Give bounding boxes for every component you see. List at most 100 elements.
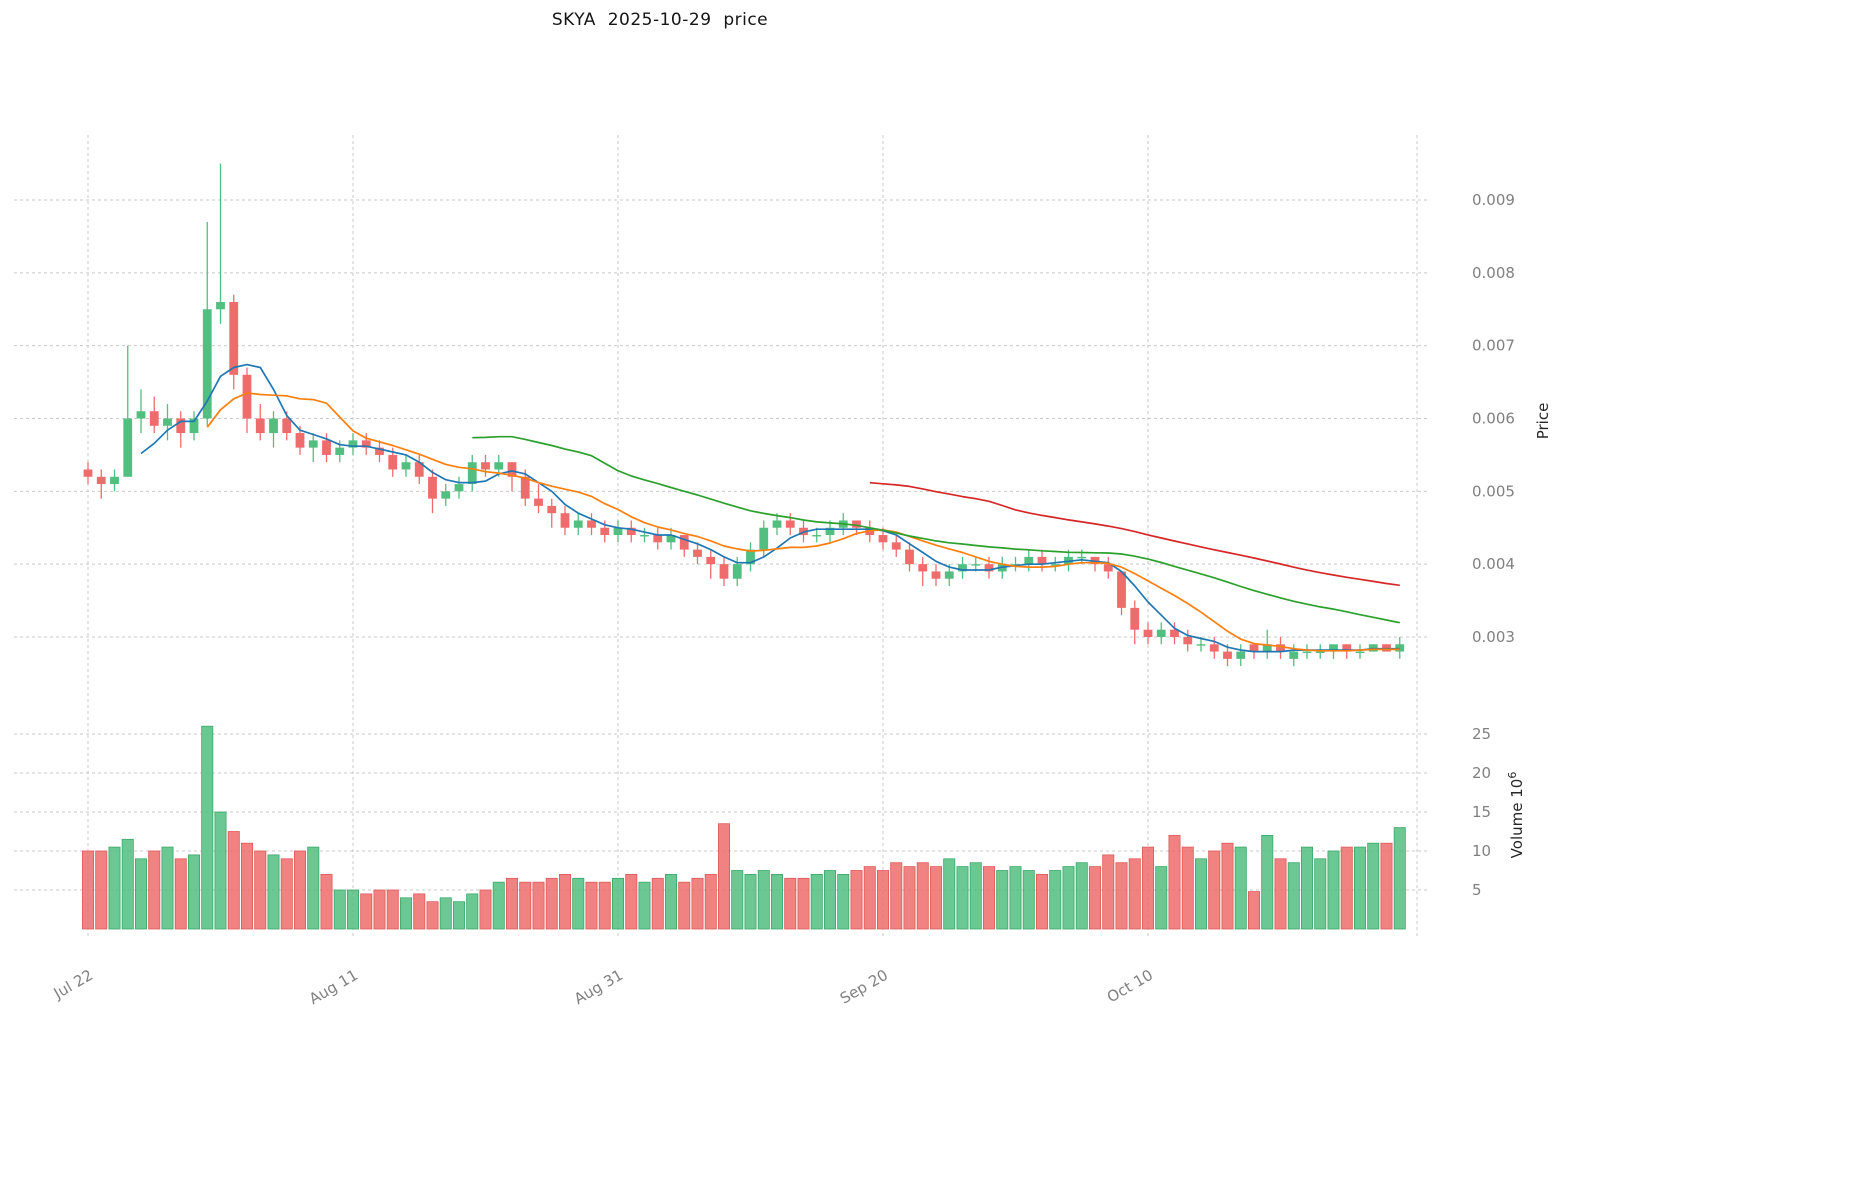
volume-bar <box>492 881 505 930</box>
candle-body <box>573 520 583 528</box>
candle-body <box>388 454 398 470</box>
volume-bar <box>1062 866 1075 930</box>
volume-bar <box>108 846 121 930</box>
volume-bar <box>532 881 545 930</box>
candle-body <box>825 527 835 536</box>
volume-bar <box>638 881 651 930</box>
volume-bar <box>1036 874 1049 930</box>
candle-body <box>958 564 967 572</box>
volume-bar <box>240 842 253 930</box>
candle-body <box>971 564 981 566</box>
volume-bar <box>187 854 200 930</box>
candle-body <box>123 418 133 477</box>
candle-body <box>414 462 424 477</box>
volume-bar <box>307 846 320 930</box>
candle-body <box>759 527 769 550</box>
price-axis-label: Price <box>1534 403 1552 440</box>
candle-body <box>1355 651 1365 653</box>
candle-body <box>534 498 543 506</box>
candle-body <box>666 535 676 543</box>
date-tick-label: Aug 11 <box>306 966 361 1008</box>
volume-bar <box>1367 842 1380 930</box>
candle-body <box>1143 629 1153 637</box>
candle-body <box>1050 564 1060 566</box>
ma-lines <box>140 363 1400 653</box>
candle-body <box>83 469 93 477</box>
volume-tick-label: 25 <box>1472 725 1491 743</box>
price-tick-label: 0.008 <box>1472 264 1515 282</box>
chart-title: SKYA 2025-10-29 price <box>551 10 769 30</box>
volume-bar <box>771 874 784 930</box>
volume-bar <box>267 854 280 930</box>
candle-body <box>282 418 292 434</box>
volume-bar <box>559 874 572 930</box>
candle-body <box>481 462 490 470</box>
volume-bar <box>1181 846 1194 930</box>
candle-body <box>785 520 795 528</box>
volume-bar <box>373 889 386 930</box>
volume-bar <box>903 866 916 930</box>
volume-bar <box>134 858 147 930</box>
candle-body <box>454 484 464 492</box>
volume-bar <box>890 862 903 930</box>
volume-bar <box>956 866 969 930</box>
candle-body <box>242 374 252 419</box>
candle-body <box>149 411 159 426</box>
volume-bar <box>1301 846 1314 930</box>
candle-body <box>679 535 689 550</box>
volume-tick-label: 20 <box>1472 764 1491 782</box>
price-tick-label: 0.009 <box>1472 191 1515 209</box>
volume-tick-label: 5 <box>1472 881 1482 899</box>
candle-body <box>322 440 331 455</box>
volume-bar <box>95 850 108 930</box>
volume-bar <box>466 893 479 930</box>
candle-body <box>1262 644 1272 652</box>
candle-body <box>1276 644 1285 652</box>
candle-body <box>1236 651 1246 659</box>
volume-bar <box>863 866 876 930</box>
candle-body <box>772 520 782 528</box>
volume-bar <box>82 850 95 930</box>
ma-line-30 <box>472 435 1400 624</box>
volume-bar <box>1128 858 1141 930</box>
candle-body <box>136 411 146 419</box>
date-tick-label: Oct 10 <box>1104 966 1156 1006</box>
candle-body <box>613 527 623 536</box>
candle-body <box>1289 651 1299 659</box>
volume-bar <box>148 850 161 930</box>
volume-bar <box>1009 866 1022 930</box>
volume-bar <box>678 881 691 930</box>
candle-body <box>1156 629 1166 637</box>
volume-bar <box>969 862 982 930</box>
candle-body <box>176 418 186 434</box>
volume-bar <box>1075 862 1088 930</box>
candle-body <box>719 564 729 579</box>
candle-body <box>1117 571 1126 608</box>
date-tick-label: Aug 31 <box>571 966 626 1008</box>
candlesticks <box>83 163 1405 667</box>
volume-tick-label: 10 <box>1472 842 1491 860</box>
candle-body <box>878 535 888 543</box>
volume-bar <box>691 877 704 930</box>
volume-bar <box>1248 891 1261 930</box>
volume-bar <box>744 874 757 930</box>
candle-body <box>626 527 636 536</box>
volume-bar <box>916 862 929 930</box>
volume-bar <box>837 874 850 930</box>
candle-body <box>560 513 570 528</box>
candle-body <box>693 549 702 557</box>
volume-bar <box>346 889 359 930</box>
candle-body <box>984 564 994 572</box>
candle-body <box>269 418 278 434</box>
volume-bars <box>82 725 1406 930</box>
candle-body <box>587 520 596 528</box>
candle-body <box>110 476 119 485</box>
volume-bar <box>452 901 465 930</box>
volume-bar <box>651 877 664 930</box>
volume-bar <box>784 877 797 930</box>
candle-body <box>520 476 530 499</box>
candle-body <box>1209 644 1219 652</box>
volume-bar <box>757 870 770 930</box>
price-tick-label: 0.007 <box>1472 337 1515 355</box>
